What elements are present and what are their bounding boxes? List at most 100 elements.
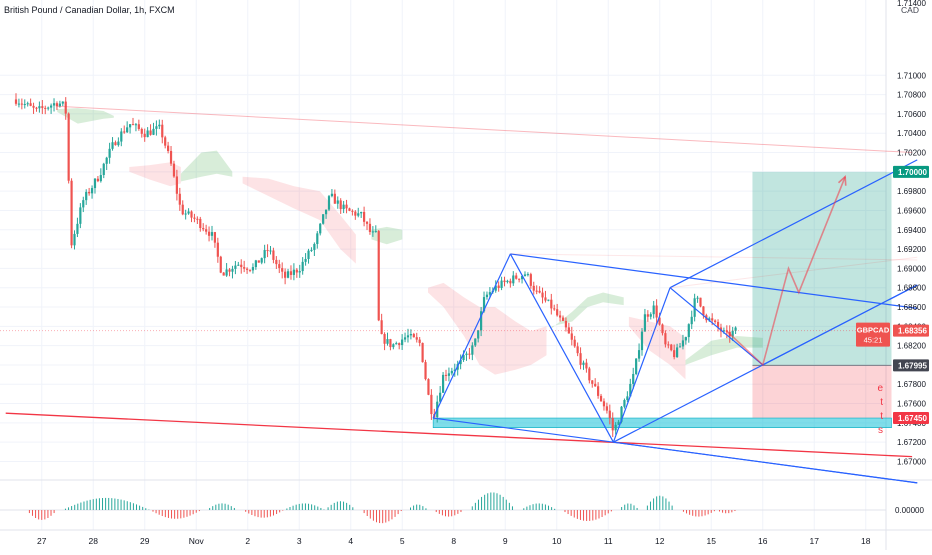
projection-arrowhead <box>837 174 847 186</box>
candle-body <box>441 374 445 393</box>
candle-body <box>269 250 272 252</box>
candle-body <box>47 107 50 109</box>
time-tick-label: 27 <box>37 536 47 546</box>
last-price-badge <box>893 324 929 337</box>
time-tick-label: 16 <box>758 536 768 546</box>
candle-body <box>199 218 202 229</box>
candle-body <box>585 362 588 369</box>
candle-body <box>535 290 538 292</box>
candle-body <box>222 272 225 276</box>
candle-body <box>582 362 585 365</box>
candle-body <box>714 320 717 322</box>
channel-one-leg-ab <box>432 253 511 419</box>
candle-body <box>687 324 690 338</box>
candle-body <box>465 353 468 356</box>
candle-body <box>629 383 632 397</box>
candle-body <box>131 124 135 126</box>
last-price-label: 1.68356 <box>898 327 927 336</box>
candle-body <box>234 265 237 269</box>
candle-body <box>351 210 354 212</box>
bullish-cloud <box>551 292 624 329</box>
side-label-letter: t <box>880 411 883 422</box>
price-tick-label: 1.70400 <box>897 129 926 138</box>
projection-path <box>726 176 846 367</box>
time-tick-label: 12 <box>655 536 665 546</box>
channel-one-leg-bc <box>509 253 614 443</box>
candle-body <box>301 261 304 272</box>
candle-body <box>406 335 410 338</box>
candle-body <box>52 103 56 106</box>
time-tick-label: 9 <box>503 536 508 546</box>
candle-body <box>70 180 73 246</box>
symbol-badge <box>856 322 890 347</box>
price-tick-label: 1.67800 <box>897 380 926 389</box>
candle-body <box>120 131 123 142</box>
time-tick-label: 8 <box>451 536 456 546</box>
price-tick-label: 1.68600 <box>897 303 926 312</box>
candle-body <box>38 106 41 109</box>
bearish-cloud <box>242 176 356 264</box>
candle-body <box>181 204 184 215</box>
candle-body <box>480 311 483 331</box>
candle-body <box>61 101 64 104</box>
candle-body <box>23 104 26 106</box>
candle-body <box>292 269 295 275</box>
candle-body <box>509 280 512 284</box>
candle-body <box>640 331 644 351</box>
candle-body <box>722 330 725 332</box>
time-tick-label: 28 <box>89 536 99 546</box>
candle-body <box>286 271 290 278</box>
candle-body <box>614 424 617 431</box>
candle-body <box>544 297 547 301</box>
price-tick-label: 1.68200 <box>897 342 926 351</box>
candle-body <box>216 242 219 257</box>
candle-body <box>263 250 266 259</box>
candle-body <box>237 264 240 266</box>
candle-body <box>556 309 559 316</box>
candle-body <box>85 191 88 201</box>
side-label-letter: e <box>877 383 883 394</box>
candlesticks <box>14 93 737 438</box>
candle-body <box>88 191 91 194</box>
candle-body <box>415 337 418 340</box>
chart-title: British Pound / Canadian Dollar, 1h, FXC… <box>4 5 175 15</box>
candle-body <box>494 285 497 291</box>
candle-body <box>187 211 190 214</box>
price-tick-label: 1.67000 <box>897 457 926 466</box>
candle-body <box>529 274 532 286</box>
candle-body <box>515 275 518 279</box>
candle-body <box>623 400 626 407</box>
candle-body <box>207 231 211 236</box>
candle-body <box>602 401 606 407</box>
candle-body <box>635 358 638 374</box>
candle-body <box>661 324 664 334</box>
price-tick-label: 1.69000 <box>897 264 926 273</box>
price-axis[interactable]: 1.71000 1.70800 1.70600 1.70400 1.70200 1.700… <box>856 0 929 466</box>
time-axis[interactable]: 27 28 29 Nov 2 3 4 5 8 9 10 11 12 15 16 17 18 <box>37 536 871 546</box>
candle-body <box>149 130 152 135</box>
candle-body <box>558 315 562 318</box>
faint-resistance-line <box>57 105 913 154</box>
candle-body <box>453 369 456 371</box>
candle-body <box>377 231 380 321</box>
candle-body <box>424 362 427 380</box>
candle-body <box>711 318 714 321</box>
candle-body <box>289 271 293 275</box>
candle-body <box>240 264 243 268</box>
candle-body <box>459 359 462 365</box>
time-tick-label: 18 <box>861 536 871 546</box>
bullish-cloud <box>685 336 763 365</box>
candle-body <box>485 294 489 298</box>
candle-body <box>500 280 503 288</box>
candle-body <box>96 178 100 182</box>
time-tick-label: 3 <box>297 536 302 546</box>
candle-body <box>76 223 79 234</box>
candle-body <box>450 370 453 374</box>
candle-body <box>488 292 491 295</box>
candle-body <box>427 379 430 395</box>
candle-body <box>447 373 451 376</box>
symbol-label: GBPCAD <box>857 326 890 335</box>
